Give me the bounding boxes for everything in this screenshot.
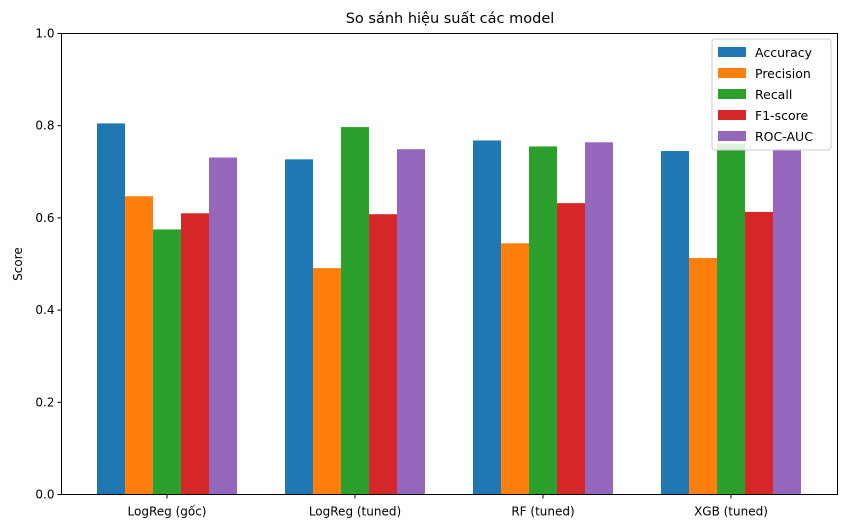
bar-f1-score-3 <box>745 211 773 495</box>
bar-f1-score-0 <box>181 213 209 495</box>
y-tick-label: 0.0 <box>35 488 54 502</box>
y-axis: 0.0 0.2 0.4 0.6 0.8 1.0 <box>35 27 62 502</box>
bar-roc-auc-0 <box>209 157 237 495</box>
y-tick-label: 0.6 <box>35 211 54 225</box>
bar-precision-0 <box>125 196 153 495</box>
legend-entry: Recall <box>755 87 792 102</box>
x-tick-label: LogReg (gốc) <box>128 505 207 519</box>
x-tick-label: XGB (tuned) <box>694 505 768 519</box>
legend-entry: ROC-AUC <box>755 129 813 144</box>
legend-entry: Accuracy <box>755 45 813 60</box>
bar-roc-auc-3 <box>773 148 801 495</box>
bars-group <box>97 123 801 495</box>
bar-accuracy-3 <box>661 151 689 495</box>
x-tick-label: RF (tuned) <box>511 505 574 519</box>
legend-box <box>711 38 832 151</box>
y-axis-label: Score <box>11 247 25 281</box>
y-tick-label: 0.4 <box>35 303 54 317</box>
x-tick-label: LogReg (tuned) <box>309 505 401 519</box>
legend: Accuracy Precision Recall F1-score ROC-AUC <box>711 38 832 151</box>
bar-precision-3 <box>689 258 717 495</box>
legend-swatch <box>718 110 746 120</box>
plot-frame <box>61 33 838 495</box>
legend-entry: F1-score <box>755 108 809 123</box>
bar-accuracy-2 <box>473 140 501 495</box>
x-axis: LogReg (gốc) LogReg (tuned) RF (tuned) XGB … <box>128 494 768 519</box>
legend-swatch <box>718 47 746 57</box>
bar-recall-3 <box>717 143 745 495</box>
legend-swatch <box>718 131 746 141</box>
bar-recall-1 <box>341 127 369 495</box>
bar-f1-score-2 <box>557 203 585 495</box>
bar-precision-2 <box>501 243 529 495</box>
bar-f1-score-1 <box>369 214 397 495</box>
legend-swatch <box>718 89 746 99</box>
y-tick-label: 0.2 <box>35 395 54 409</box>
legend-swatch <box>718 68 746 78</box>
bar-recall-2 <box>529 146 557 495</box>
bar-roc-auc-1 <box>397 149 425 495</box>
bar-recall-0 <box>153 229 181 495</box>
y-tick-label: 1.0 <box>35 27 54 41</box>
bar-accuracy-1 <box>285 159 313 495</box>
bar-roc-auc-2 <box>585 142 613 495</box>
y-tick-label: 0.8 <box>35 119 54 133</box>
bar-precision-1 <box>313 268 341 495</box>
bar-accuracy-0 <box>97 123 125 495</box>
chart-title: So sánh hiệu suất các model <box>346 11 555 27</box>
legend-entry: Precision <box>755 66 811 81</box>
